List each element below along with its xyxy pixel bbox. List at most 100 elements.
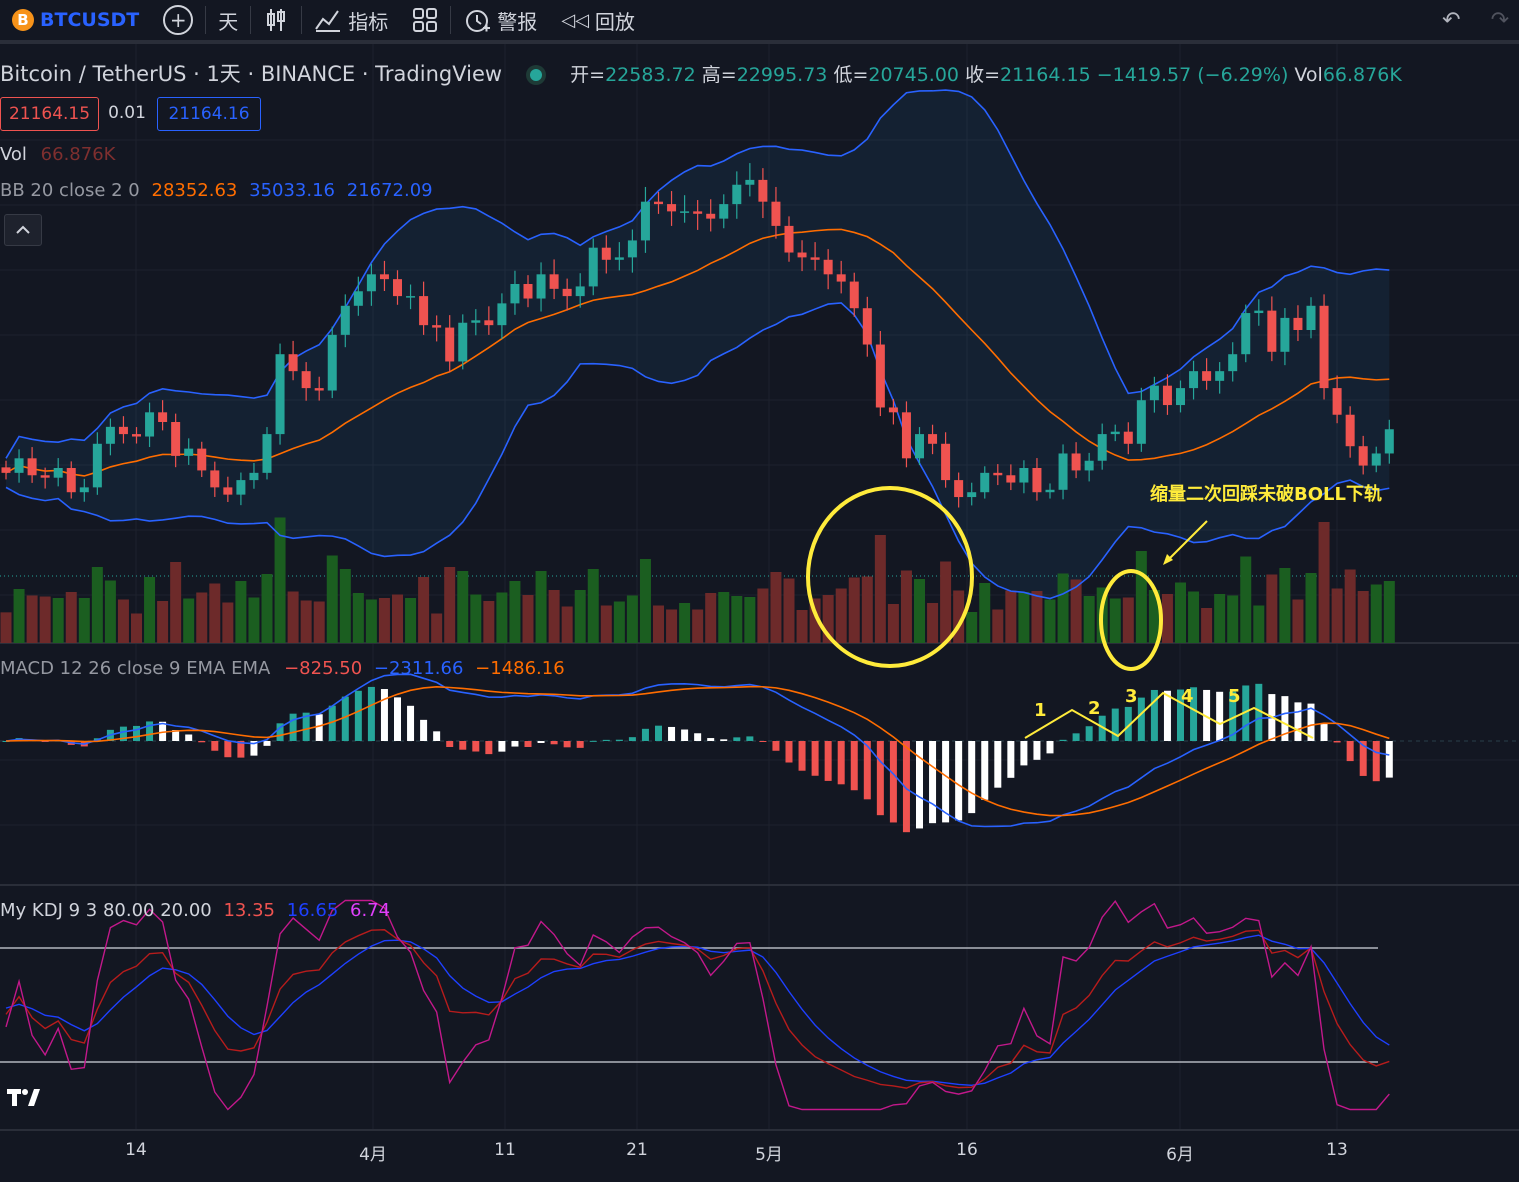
volume-bar [887, 604, 899, 643]
volume-highlight-circle [806, 486, 974, 668]
candle-body [288, 354, 298, 372]
macd-histogram-bar [1072, 733, 1080, 741]
bb-fill-area [6, 90, 1390, 599]
candle-body [118, 426, 128, 435]
volume-bar [248, 597, 260, 643]
divider [301, 6, 303, 34]
bb-legend[interactable]: BB 20 close 2 0 28352.63 35033.16 21672.… [0, 180, 433, 201]
volume-bar [1122, 597, 1134, 643]
macd-line [5, 673, 1390, 828]
tradingview-logo[interactable] [4, 1080, 44, 1114]
macd-histogram-bar [916, 741, 923, 829]
indicators-label: 指标 [348, 9, 389, 34]
candle-body [236, 480, 246, 495]
candle-body [706, 213, 716, 219]
candle-body [1176, 388, 1185, 406]
volume-bar [653, 605, 664, 643]
x-axis-label: 13 [1326, 1140, 1348, 1160]
spread-value: 0.01 [108, 103, 146, 123]
volume-bar [1253, 605, 1265, 643]
candle-body [654, 201, 663, 205]
kdj-legend[interactable]: My KDJ 9 3 80.00 20.00 13.35 16.65 6.74 [0, 900, 390, 921]
x-axis-label: 21 [626, 1140, 648, 1160]
macd-histogram-bar [824, 741, 832, 781]
candle-body [1332, 388, 1342, 415]
macd-histogram-bar [420, 719, 428, 741]
macd-histogram-bar [1242, 685, 1250, 741]
volume-bar [535, 571, 547, 643]
replay-button[interactable]: ◁◁ 回放 [549, 0, 647, 40]
volume-bar [483, 601, 495, 643]
chart-canvas[interactable] [0, 44, 1519, 1182]
macd-signal-value: −1486.16 [475, 658, 565, 679]
macd-histogram-bar [1059, 739, 1067, 741]
series-title[interactable]: Bitcoin / TetherUS · 1天 · BINANCE · Trad… [0, 62, 503, 86]
x-axis-label: 4月 [359, 1145, 387, 1165]
macd-histogram-bar [889, 741, 897, 823]
collapse-legend-button[interactable] [4, 214, 42, 246]
volume-bar [953, 590, 965, 643]
symbol-selector[interactable]: B BTCUSDT [0, 0, 151, 40]
candle-body [1110, 431, 1120, 435]
candle-body [1319, 305, 1329, 389]
alert-button[interactable]: 警报 [451, 0, 549, 40]
compare-add-button[interactable]: + [151, 0, 205, 40]
market-status-icon [530, 68, 543, 81]
volume-bar [1331, 588, 1343, 643]
volume-bar [744, 597, 756, 643]
candle-body [262, 434, 272, 473]
indicators-button[interactable]: 指标 [302, 0, 400, 40]
candle-body [406, 296, 416, 298]
x-axis-label: 6月 [1166, 1145, 1194, 1165]
chart-type-button[interactable] [251, 0, 301, 40]
sell-price-button[interactable]: 21164.15 [0, 97, 99, 131]
candle-body [1071, 453, 1081, 471]
macd-histogram-bar [328, 705, 336, 741]
candle-body [1162, 385, 1172, 406]
volume-bar [274, 517, 286, 643]
volume-bar [770, 572, 782, 643]
volume-bar [196, 592, 208, 643]
undo-icon[interactable]: ↶ [1442, 7, 1461, 33]
volume-bar [1057, 573, 1069, 643]
buy-price-button[interactable]: 21164.16 [157, 97, 261, 131]
volume-bar [979, 583, 991, 643]
volume-bar [1031, 591, 1043, 643]
macd-histogram-bar [1385, 741, 1393, 778]
layout-button[interactable] [400, 0, 450, 40]
candle-body [941, 443, 951, 481]
candle-body [171, 422, 181, 456]
macd-histogram-bar [498, 741, 506, 752]
bb-label: BB 20 close 2 0 [0, 180, 140, 201]
candle-body [614, 257, 624, 260]
macd-histogram-bar [1098, 715, 1106, 741]
volume-bar [496, 592, 508, 643]
macd-histogram-bar [1346, 741, 1354, 762]
macd-histogram-bar [289, 713, 297, 741]
symbol-label: BTCUSDT [40, 9, 140, 31]
volume-bar [418, 577, 430, 643]
candle-body [66, 468, 76, 493]
volume-bar [431, 613, 443, 643]
macd-histogram-bar [1163, 690, 1171, 741]
macd-histogram-bar [733, 737, 741, 741]
redo-icon[interactable]: ↷ [1490, 7, 1509, 33]
wave-label-1: 1 [1034, 700, 1047, 721]
volume-legend[interactable]: Vol 66.876K [0, 144, 115, 165]
macd-histogram-bar [1177, 689, 1184, 741]
candle-body [1267, 310, 1277, 352]
interval-button[interactable]: 天 [206, 0, 250, 40]
volume-bar [561, 606, 573, 643]
add-icon: + [163, 5, 194, 35]
divider [450, 6, 452, 34]
macd-signal-line [5, 685, 1390, 817]
volume-bar [679, 603, 691, 643]
macd-legend[interactable]: MACD 12 26 close 9 EMA EMA −825.50 −2311… [0, 658, 565, 679]
candle-body [184, 448, 194, 456]
macd-histogram-bar [172, 730, 180, 741]
candle-body [901, 412, 911, 459]
macd-histogram-bar [811, 741, 819, 776]
volume-bar [992, 609, 1004, 643]
volume-bar [339, 569, 351, 643]
candle-body [1202, 371, 1212, 381]
